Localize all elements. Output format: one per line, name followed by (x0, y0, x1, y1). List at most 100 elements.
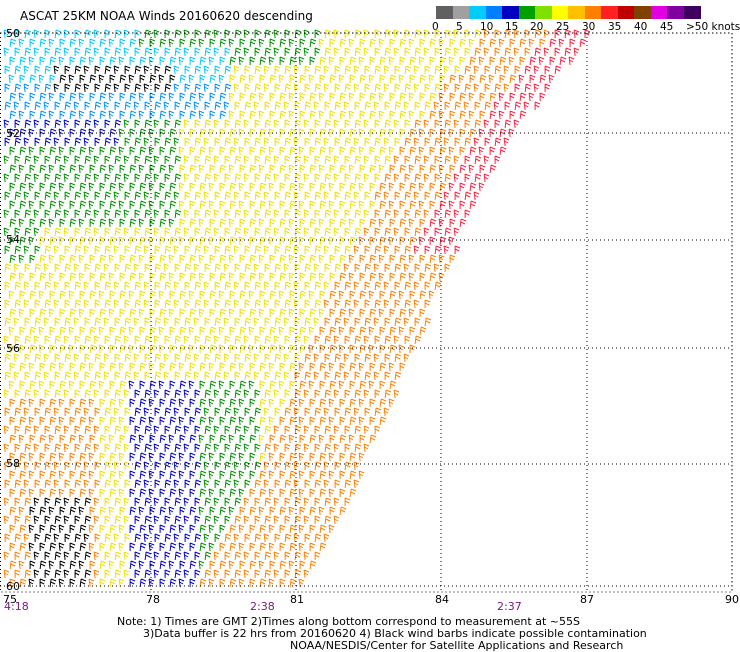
wind-barb (129, 182, 136, 191)
wind-barb (194, 299, 202, 309)
wind-barb (144, 29, 152, 39)
wind-barb (89, 434, 96, 443)
wind-barb (213, 497, 220, 507)
wind-barb (123, 389, 130, 399)
wind-barb (258, 560, 265, 570)
wind-barb (243, 425, 250, 435)
wind-barb (104, 335, 111, 344)
wind-barb (3, 47, 10, 57)
wind-barb (13, 263, 20, 273)
wind-barb (103, 317, 110, 327)
wind-barb (238, 488, 245, 498)
wind-barb (79, 452, 87, 462)
wind-barb (484, 101, 492, 111)
wind-barb (288, 434, 295, 444)
wind-barb (243, 515, 250, 525)
wind-barb (323, 137, 330, 147)
wind-barb (333, 497, 340, 507)
wind-barb (79, 182, 87, 192)
wind-barb (168, 92, 175, 102)
wind-barb (204, 389, 212, 399)
wind-barb (249, 92, 257, 102)
wind-barb (239, 308, 246, 317)
wind-barb (24, 497, 32, 507)
wind-barb (189, 398, 196, 407)
wind-barb (234, 443, 242, 453)
legend-tick: 5 (456, 21, 463, 33)
wind-barb (259, 236, 267, 246)
wind-barb (324, 47, 332, 57)
wind-barb (33, 569, 40, 579)
wind-barb (119, 254, 126, 263)
wind-barb (258, 38, 265, 48)
wind-barb (379, 380, 386, 389)
wind-barb (309, 200, 316, 209)
wind-barb (4, 101, 12, 111)
wind-barb (219, 254, 227, 264)
wind-barb (339, 470, 346, 479)
wind-barb (328, 200, 335, 210)
wind-barb (18, 110, 25, 120)
wind-barb (279, 470, 286, 479)
wind-barb (389, 308, 396, 317)
wind-barb (424, 83, 431, 92)
wind-barb (293, 191, 300, 201)
wind-barb (219, 416, 226, 425)
wind-barb (99, 308, 107, 318)
wind-barb (214, 83, 221, 92)
wind-barb (114, 497, 122, 507)
wind-barb (254, 155, 261, 164)
wind-barb (363, 335, 370, 345)
wind-barb (399, 272, 407, 282)
wind-barb (363, 443, 370, 453)
wind-barb (148, 182, 155, 192)
wind-barb (423, 227, 430, 237)
wind-barb (354, 425, 362, 435)
wind-barb (314, 497, 321, 506)
wind-barb (104, 29, 111, 38)
wind-barb (298, 542, 305, 552)
wind-barb (249, 542, 256, 551)
wind-barb (248, 380, 255, 390)
wind-barb (333, 515, 340, 525)
wind-barb (359, 254, 366, 263)
wind-barb (268, 542, 275, 552)
wind-barb (329, 344, 337, 354)
wind-barb (413, 83, 420, 93)
wind-barb (293, 65, 300, 75)
wind-barb (304, 191, 311, 200)
wind-barb (319, 470, 327, 480)
wind-barb (314, 227, 321, 236)
wind-barb (244, 407, 251, 416)
wind-barb (28, 200, 35, 210)
wind-barb (194, 389, 201, 398)
wind-barb (144, 515, 152, 525)
wind-barb (298, 470, 305, 480)
wind-barb (19, 488, 27, 498)
wind-barb (9, 272, 17, 282)
wind-barb (319, 416, 327, 426)
wind-barb (459, 38, 467, 48)
wind-barb (279, 416, 286, 425)
wind-barb (299, 38, 306, 47)
wind-barb (144, 209, 152, 219)
wind-barb (133, 371, 140, 381)
wind-barb (233, 461, 240, 471)
wind-barb (88, 398, 95, 408)
wind-barb (354, 209, 362, 219)
wind-barb (148, 488, 155, 498)
wind-barb (183, 551, 190, 561)
wind-barb (284, 551, 291, 560)
wind-barb (249, 362, 256, 371)
wind-barb (244, 371, 252, 381)
wind-barb (4, 353, 12, 363)
wind-barb (318, 110, 325, 120)
wind-barb (28, 146, 35, 156)
wind-barb (163, 263, 170, 273)
wind-barb (234, 551, 242, 561)
wind-barb (534, 29, 542, 39)
wind-barb (183, 209, 190, 219)
wind-barb (199, 344, 206, 353)
wind-barb (178, 398, 185, 408)
wind-barb (508, 128, 515, 138)
